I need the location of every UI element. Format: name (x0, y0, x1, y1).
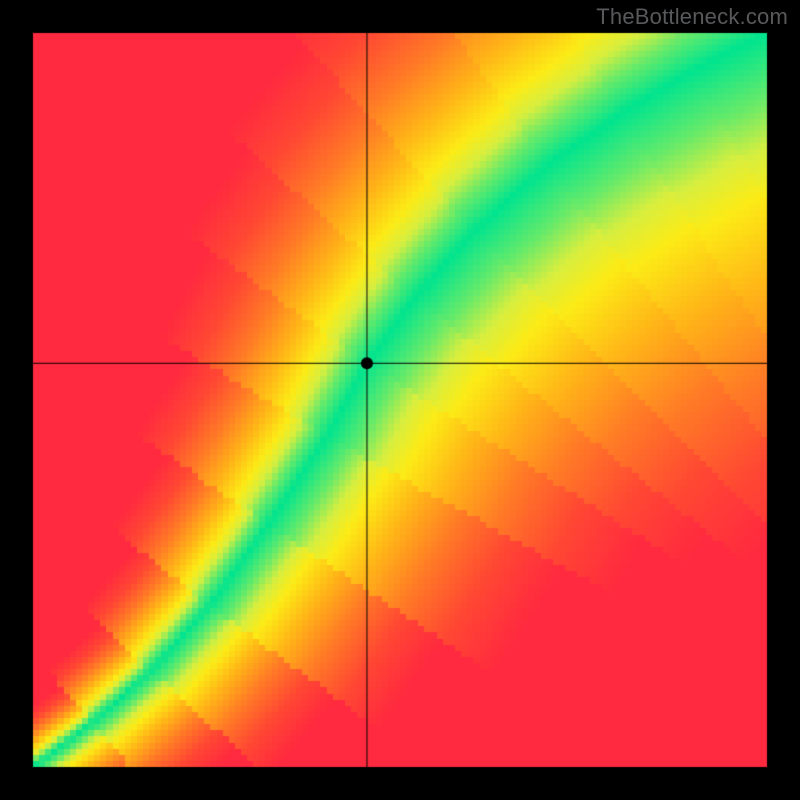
chart-container: TheBottleneck.com (0, 0, 800, 800)
attribution-text: TheBottleneck.com (596, 4, 788, 30)
heatmap-canvas (0, 0, 800, 800)
